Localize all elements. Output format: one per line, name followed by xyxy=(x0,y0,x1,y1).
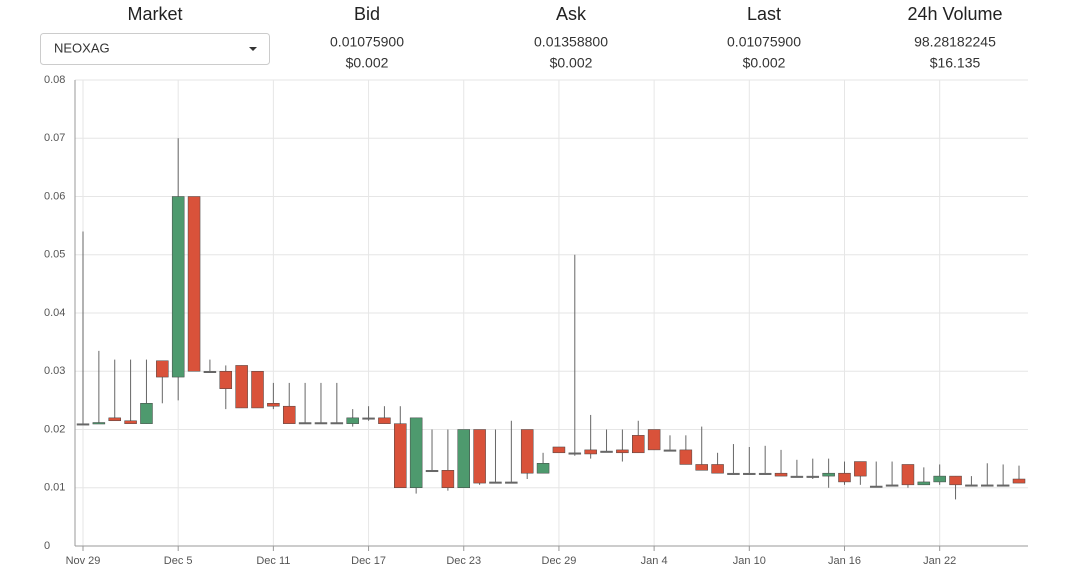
candle-body xyxy=(520,429,534,474)
candle-body xyxy=(536,463,550,474)
candle-body xyxy=(679,449,693,465)
candle-body xyxy=(314,422,328,425)
candle-body xyxy=(108,417,121,422)
candle-body xyxy=(917,481,931,486)
column-usd: $0.002 xyxy=(743,55,786,71)
candle-body xyxy=(822,472,835,477)
candle-body xyxy=(441,470,455,488)
x-tick-label: Dec 11 xyxy=(256,555,290,567)
candle-body xyxy=(171,196,185,378)
market-selected: NEOXAG xyxy=(54,40,110,55)
candle-body xyxy=(838,472,851,483)
candle-body xyxy=(124,420,137,424)
candle-body xyxy=(869,485,883,488)
candle-body xyxy=(600,450,613,453)
candle-body xyxy=(267,403,280,407)
candle-body xyxy=(140,403,153,424)
y-tick-label: 0.07 xyxy=(44,132,65,144)
candle-body xyxy=(663,449,677,452)
candle-body xyxy=(425,470,439,473)
column-value: 98.28182245 xyxy=(914,34,996,50)
candle-body xyxy=(711,464,724,474)
candle-body xyxy=(187,196,201,372)
candle-body xyxy=(854,461,867,477)
candle-body xyxy=(584,449,597,455)
candle-body xyxy=(156,360,169,378)
y-tick-label: 0.05 xyxy=(44,249,65,261)
column-usd: $16.135 xyxy=(930,55,981,71)
column-label: Ask xyxy=(556,4,587,24)
y-tick-label: 0.03 xyxy=(44,365,65,377)
candle-body xyxy=(362,417,375,420)
column-value: 0.01358800 xyxy=(534,34,608,50)
candle-body xyxy=(647,429,661,451)
x-tick-label: Nov 29 xyxy=(66,555,101,567)
candle-body xyxy=(505,481,518,484)
candle-body xyxy=(616,449,629,454)
x-tick-label: Dec 5 xyxy=(164,555,193,567)
candle-body xyxy=(727,472,740,475)
candle-body xyxy=(282,405,296,424)
candle-body xyxy=(552,446,566,454)
candle-body xyxy=(203,371,217,373)
market-label: Market xyxy=(127,4,182,24)
candle-body xyxy=(489,481,502,484)
x-tick-label: Dec 17 xyxy=(351,555,386,567)
candle-body xyxy=(743,472,756,475)
candle-body xyxy=(996,484,1010,487)
candle-body xyxy=(76,423,90,426)
x-tick-label: Jan 4 xyxy=(641,555,668,567)
candle-body xyxy=(806,475,820,478)
y-tick-label: 0.08 xyxy=(44,74,65,86)
column-label: Bid xyxy=(354,4,380,24)
x-tick-label: Dec 29 xyxy=(542,555,577,567)
y-tick-label: 0.02 xyxy=(44,423,65,435)
candle-body xyxy=(949,475,962,486)
select-caret xyxy=(249,47,257,51)
candle-body xyxy=(1012,478,1026,484)
candle-body xyxy=(473,429,486,484)
column-label: 24h Volume xyxy=(907,4,1002,24)
candle-body xyxy=(885,484,899,487)
candle-body xyxy=(251,371,264,409)
x-tick-label: Jan 22 xyxy=(923,555,956,567)
candle-body xyxy=(235,365,248,409)
column-usd: $0.002 xyxy=(550,55,593,71)
column-usd: $0.002 xyxy=(346,55,389,71)
candle-body xyxy=(758,472,772,475)
y-tick-label: 0.01 xyxy=(44,482,65,494)
candle-body xyxy=(695,464,708,471)
candle-body xyxy=(981,484,994,487)
candle-body xyxy=(378,417,391,424)
x-tick-label: Jan 10 xyxy=(733,555,766,567)
column-value: 0.01075900 xyxy=(727,34,801,50)
candle-body xyxy=(965,484,978,487)
column-value: 0.01075900 xyxy=(330,34,404,50)
x-tick-label: Jan 16 xyxy=(828,555,861,567)
candle-body xyxy=(346,417,359,424)
candle-body xyxy=(933,475,946,483)
candle-body xyxy=(394,423,407,488)
y-tick-label: 0 xyxy=(44,540,50,552)
candle-body xyxy=(298,422,312,425)
column-label: Last xyxy=(747,4,781,24)
candle-body xyxy=(790,475,804,478)
candle-body xyxy=(219,371,233,389)
x-tick-label: Dec 23 xyxy=(446,555,481,567)
y-tick-label: 0.04 xyxy=(44,307,65,319)
candle-body xyxy=(92,422,106,425)
candle-body xyxy=(632,435,645,454)
y-tick-label: 0.06 xyxy=(44,190,65,202)
market-select[interactable] xyxy=(40,33,270,65)
candle-body xyxy=(901,464,915,486)
candle-body xyxy=(774,472,788,477)
candle-body xyxy=(568,452,582,455)
candle-body xyxy=(409,417,423,489)
candle-body xyxy=(457,429,470,488)
candle-body xyxy=(330,422,344,425)
